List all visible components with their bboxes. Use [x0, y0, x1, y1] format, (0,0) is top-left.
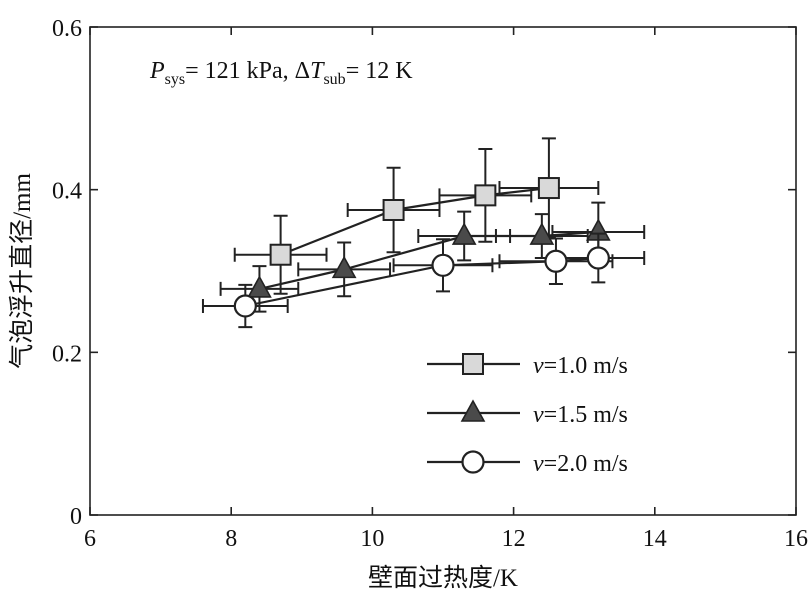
x-tick-label: 12: [502, 526, 526, 552]
legend-variable: v: [533, 353, 544, 379]
data-point-circle: [544, 249, 568, 273]
x-tick-label: 14: [643, 526, 667, 552]
x-tick-label: 6: [84, 526, 96, 552]
x-tick-label: 10: [360, 526, 384, 552]
pressure-value: = 121 kPa, Δ: [185, 58, 310, 84]
x-tick-label: 16: [784, 526, 808, 552]
data-point-circle: [586, 246, 610, 270]
legend-value: =1.0 m/s: [544, 353, 628, 379]
legend-marker-square: [462, 353, 484, 375]
pressure-subscript: sys: [165, 71, 185, 88]
legend-marker-triangle: [460, 399, 486, 422]
data-point-circle: [233, 294, 257, 318]
data-point-triangle: [247, 275, 272, 298]
x-tick-label: 8: [225, 526, 237, 552]
y-tick-label: 0: [70, 504, 82, 530]
subcooling-symbol: T: [310, 58, 325, 84]
subcooling-subscript: sub: [323, 71, 345, 88]
pressure-symbol: P: [149, 58, 165, 84]
data-point-triangle: [451, 222, 477, 245]
legend-marker-circle: [461, 450, 485, 474]
legend-variable: v: [533, 402, 544, 428]
legend-value: =2.0 m/s: [544, 451, 628, 477]
y-tick-label: 0.4: [52, 179, 82, 205]
subcooling-value: = 12 K: [346, 58, 414, 84]
legend-variable: v: [533, 451, 544, 477]
data-point-triangle: [529, 222, 555, 245]
series-v10: [233, 137, 600, 295]
legend-label: v=2.0 m/s: [533, 451, 628, 477]
x-axis-title: 壁面过热度/K: [368, 564, 518, 592]
axis-ticks: 6 8 10 12 14 16 0 0.2 0.4 0.6: [52, 16, 808, 552]
data-point-square: [537, 177, 560, 200]
condition-annotation: Psys= 121 kPa, ΔTsub= 12 K: [149, 58, 413, 88]
legend-value: =1.5 m/s: [544, 402, 628, 428]
data-point-circle: [431, 253, 455, 277]
series-line-v10: [280, 186, 550, 256]
legend-label: v=1.0 m/s: [533, 353, 628, 379]
legend: v=1.0 m/sv=1.5 m/sv=2.0 m/s: [427, 353, 628, 477]
data-point-triangle: [331, 255, 357, 279]
legend-label: v=1.5 m/s: [533, 402, 628, 428]
y-tick-label: 0.2: [52, 341, 82, 367]
y-tick-label: 0.6: [52, 16, 82, 42]
series-v15: [219, 201, 646, 313]
plot-frame: [89, 26, 797, 516]
data-point-square: [382, 199, 405, 221]
series-layer: [201, 137, 646, 329]
series-v20: [201, 232, 646, 329]
data-point-square: [474, 184, 497, 207]
y-axis-title: 气泡浮升直径/mm: [8, 173, 36, 369]
data-point-square: [269, 243, 292, 266]
